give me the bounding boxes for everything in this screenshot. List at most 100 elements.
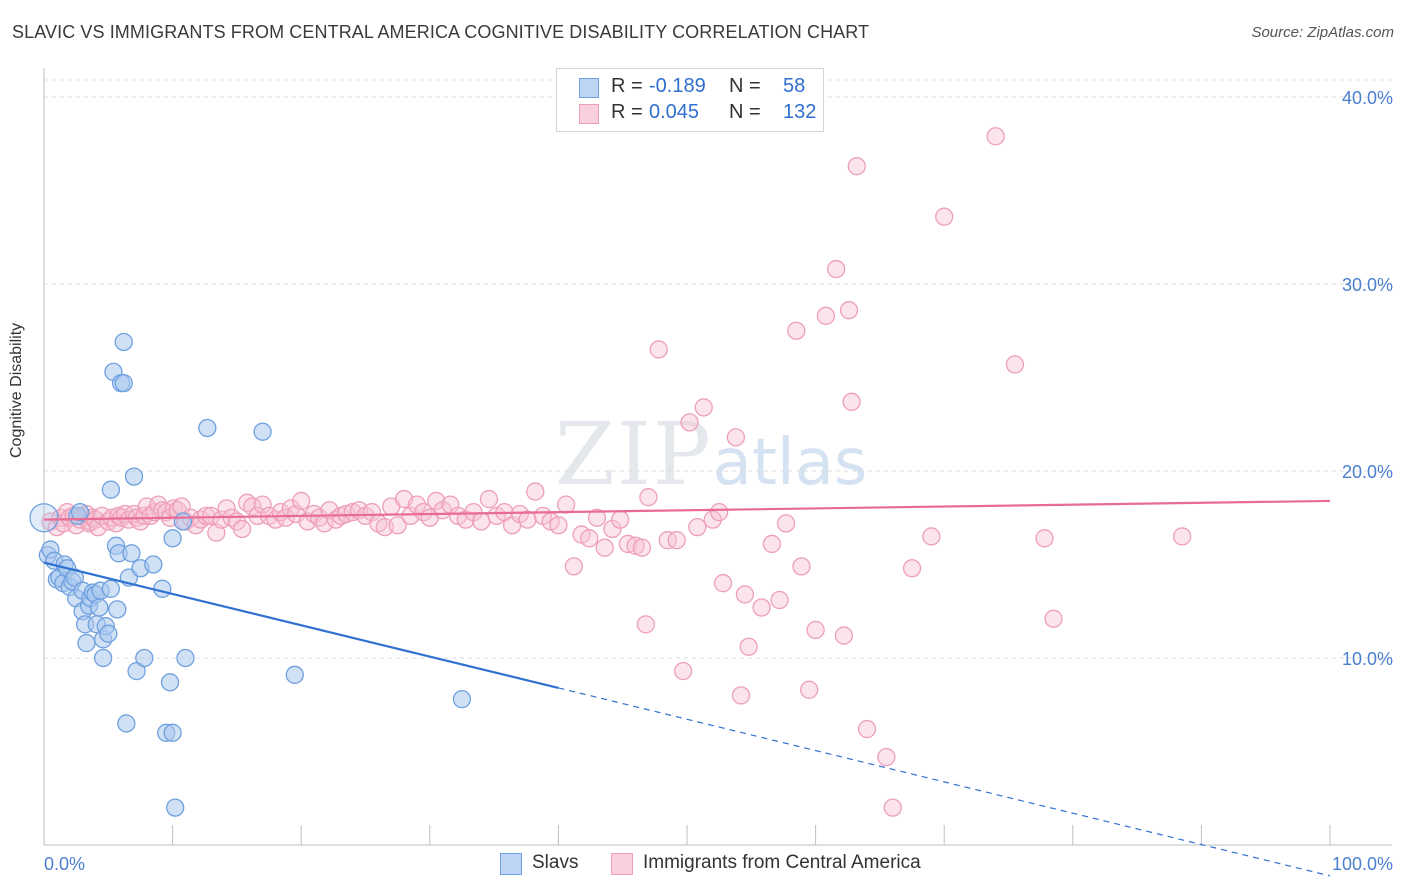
immigrants-point — [827, 259, 846, 279]
slavs-point — [101, 579, 121, 598]
immigrants-point — [688, 517, 707, 537]
immigrants-n-value: 132 — [783, 101, 817, 123]
immigrants-points — [41, 127, 1192, 817]
immigrants-trend-line — [43, 499, 1331, 521]
bottom-slavs-label: Slavs — [532, 852, 579, 873]
x-tick-label: 100.0% — [1332, 854, 1393, 874]
slavs-r-label: R = — [611, 75, 643, 97]
immigrants-point — [1044, 609, 1063, 628]
immigrants-point — [276, 508, 295, 527]
immigrants-point — [731, 686, 751, 705]
slavs-point — [135, 648, 154, 668]
immigrants-point — [735, 585, 755, 604]
immigrants-r-label: R = — [611, 101, 643, 123]
immigrants-point — [762, 534, 782, 554]
immigrants-point — [792, 557, 811, 576]
immigrants-swatch — [579, 104, 599, 124]
immigrants-point — [526, 482, 545, 501]
immigrants-point — [839, 301, 859, 320]
slavs-trend-extension — [558, 687, 1331, 877]
immigrants-point — [479, 489, 499, 509]
slavs-point — [108, 600, 127, 619]
slavs-point — [160, 673, 180, 692]
x-tick-label: 0.0% — [44, 854, 85, 874]
immigrants-point — [1005, 355, 1025, 374]
y-tick-label: 10.0% — [1342, 649, 1393, 669]
slavs-point — [163, 529, 182, 548]
immigrants-point — [587, 508, 607, 527]
immigrants-point — [986, 127, 1005, 146]
immigrants-point — [1035, 529, 1054, 548]
gridlines — [44, 79, 1392, 659]
immigrants-n-label: N = — [729, 101, 761, 123]
slavs-point — [144, 555, 163, 574]
slavs-point — [114, 373, 133, 393]
immigrants-point — [595, 538, 614, 557]
axes — [43, 68, 1392, 846]
immigrants-point — [464, 502, 483, 522]
immigrants-point — [626, 536, 645, 555]
immigrants-point — [776, 514, 796, 533]
slavs-point — [452, 689, 472, 709]
immigrants-point — [667, 531, 686, 550]
immigrants-point — [362, 502, 382, 522]
tick-labels: 10.0% 20.0% 30.0% 40.0% 0.0% 100.0% — [44, 88, 1393, 874]
slavs-point — [163, 723, 182, 742]
slavs-point — [99, 624, 118, 643]
slavs-point — [124, 467, 144, 486]
immigrants-point — [806, 620, 825, 640]
immigrants-point — [673, 661, 693, 681]
slavs-point — [117, 714, 136, 733]
slavs-swatch — [579, 78, 599, 98]
slavs-n-value: 58 — [783, 75, 806, 97]
immigrants-point — [456, 510, 475, 529]
y-axis-label: Cognitive Disability — [8, 322, 25, 458]
trend-lines — [43, 499, 1331, 877]
immigrants-point — [713, 574, 733, 593]
slavs-point — [198, 418, 217, 438]
immigrants-point — [726, 428, 746, 447]
bottom-slavs-swatch — [500, 853, 522, 875]
slavs-point — [153, 579, 172, 598]
immigrants-point — [787, 321, 806, 340]
immigrants-point — [556, 495, 576, 514]
y-tick-label: 40.0% — [1342, 88, 1393, 108]
immigrants-point — [636, 615, 655, 634]
immigrants-point — [800, 680, 819, 699]
immigrants-point — [902, 559, 922, 578]
immigrants-point — [935, 207, 954, 226]
slavs-n-label: N = — [729, 75, 761, 97]
immigrants-point — [202, 506, 221, 526]
slavs-point — [122, 544, 141, 563]
immigrants-point — [816, 306, 836, 325]
slavs-point — [173, 512, 193, 531]
immigrants-point — [842, 392, 861, 411]
immigrants-point — [922, 527, 941, 546]
immigrants-point — [1172, 527, 1192, 546]
stats-legend: R = -0.189 N = 58 R = 0.045 N = 132 — [556, 68, 824, 132]
immigrants-point — [388, 516, 407, 535]
slavs-trend-line — [43, 561, 559, 689]
immigrants-point — [739, 637, 758, 656]
immigrants-point — [834, 626, 854, 645]
chart-title: SLAVIC VS IMMIGRANTS FROM CENTRAL AMERIC… — [12, 22, 870, 42]
immigrants-point — [109, 506, 128, 526]
immigrants-point — [292, 491, 311, 511]
immigrants-point — [752, 598, 771, 617]
immigrants-point — [427, 491, 446, 511]
slavs-r-value: -0.189 — [649, 75, 706, 97]
immigrants-point — [649, 340, 668, 359]
immigrants-point — [703, 510, 722, 529]
source-label: Source: ZipAtlas.com — [1251, 24, 1394, 41]
slavs-point — [94, 648, 113, 668]
bottom-immigrants-swatch — [611, 853, 633, 875]
slavs-point — [101, 480, 121, 499]
immigrants-point — [232, 519, 252, 539]
immigrants-point — [857, 719, 877, 739]
immigrants-r-value: 0.045 — [649, 101, 700, 123]
slavs-point — [253, 422, 272, 441]
slavs-point — [77, 633, 96, 653]
slavs-point — [29, 503, 59, 533]
y-tick-label: 20.0% — [1342, 462, 1393, 482]
